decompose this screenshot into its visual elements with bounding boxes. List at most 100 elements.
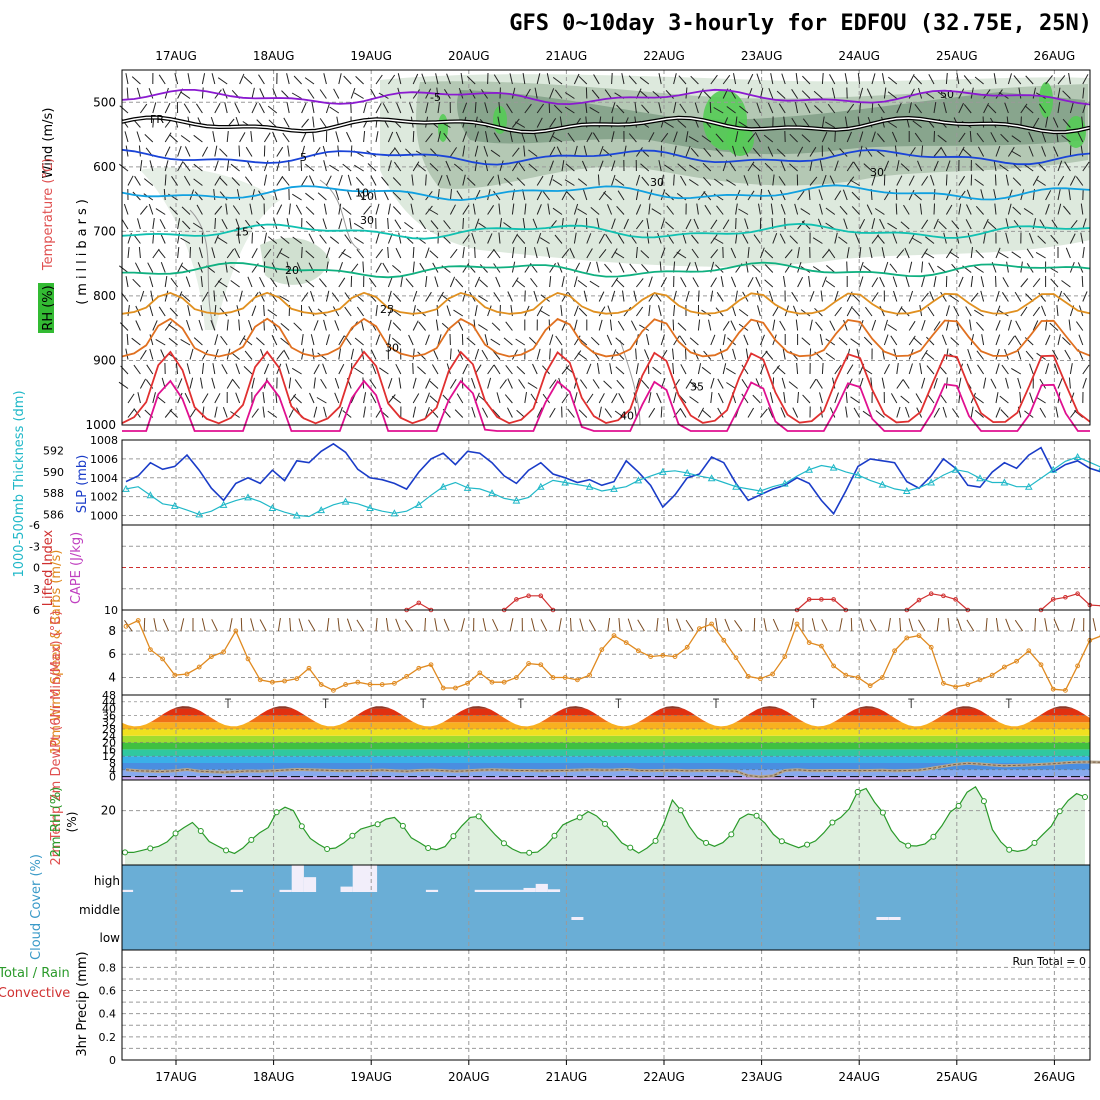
wind-barb bbox=[395, 247, 402, 259]
wind-barb bbox=[754, 131, 761, 143]
wind-barb bbox=[177, 145, 182, 157]
wind-barb bbox=[717, 392, 724, 404]
thickness-line bbox=[125, 456, 1100, 518]
wind-barb bbox=[889, 263, 898, 273]
wind-barb bbox=[758, 203, 761, 215]
wind-barb bbox=[1082, 161, 1090, 172]
wind-barb bbox=[921, 248, 928, 259]
thickness-marker bbox=[658, 467, 667, 475]
wind-barb bbox=[710, 234, 718, 244]
wind-barb bbox=[474, 305, 478, 317]
wind-barb bbox=[555, 335, 563, 346]
wind-speed-marker bbox=[599, 647, 605, 652]
wind-barb bbox=[1057, 203, 1062, 215]
wind-barb bbox=[1062, 90, 1071, 99]
wind-barb bbox=[995, 348, 1000, 360]
wind-barb bbox=[164, 174, 167, 186]
temp-tick-label: 4 bbox=[109, 764, 116, 777]
wind-barb bbox=[189, 348, 194, 360]
wind-barb bbox=[247, 276, 253, 288]
wind-barb bbox=[136, 131, 141, 143]
wind-barb bbox=[217, 237, 228, 244]
wind-speed-marker bbox=[1002, 664, 1007, 670]
wind-barb bbox=[532, 218, 538, 230]
wind-barb bbox=[462, 102, 468, 114]
wind-barb bbox=[1050, 278, 1059, 288]
wind-barb bbox=[221, 364, 228, 375]
wind-barb bbox=[976, 132, 984, 143]
wind-barb bbox=[512, 118, 520, 128]
wind-barb bbox=[933, 160, 939, 172]
wind-barb bbox=[232, 379, 240, 389]
wind-barb bbox=[1075, 176, 1084, 186]
wind-barb bbox=[219, 191, 228, 201]
wind-barb bbox=[344, 234, 352, 244]
wind-barb bbox=[772, 319, 776, 331]
wind-barb bbox=[211, 73, 216, 85]
day-label-top: 24AUG bbox=[838, 49, 880, 63]
wind-barb bbox=[387, 203, 391, 215]
wind-barb bbox=[431, 364, 439, 375]
wind-barb bbox=[929, 291, 935, 302]
wind-barb bbox=[866, 204, 873, 215]
wind-barb bbox=[693, 218, 699, 230]
wind-barb bbox=[827, 147, 836, 157]
thickness-marker bbox=[585, 482, 594, 490]
wind-speed-marker bbox=[562, 675, 568, 680]
wind-barb bbox=[767, 146, 774, 157]
wind-speed-marker bbox=[928, 644, 934, 650]
surface-wind-barb bbox=[724, 618, 731, 632]
wind-barb bbox=[462, 217, 464, 230]
wind-barb bbox=[921, 261, 924, 273]
wind-barb bbox=[1057, 290, 1063, 302]
wind-barb bbox=[185, 276, 191, 288]
wind-barb bbox=[466, 76, 476, 85]
surface-wind-barb bbox=[162, 618, 170, 632]
rh2m-marker bbox=[879, 809, 886, 816]
wind-barb bbox=[124, 131, 129, 143]
wind-barb bbox=[523, 145, 526, 157]
wind-barb bbox=[1017, 377, 1022, 389]
wind-barb bbox=[887, 324, 898, 331]
wind-barb bbox=[846, 176, 855, 186]
wind-barb bbox=[651, 208, 662, 215]
ylabel-rh: RH (%) bbox=[41, 285, 56, 330]
wind-barb bbox=[735, 217, 737, 230]
wind-barb bbox=[819, 160, 823, 172]
surface-wind-barb bbox=[1005, 618, 1011, 632]
wind-barb bbox=[136, 87, 141, 99]
wind-tick-label: 8 bbox=[108, 624, 116, 638]
high-cloud-gap bbox=[340, 886, 353, 892]
wind-barb bbox=[933, 102, 937, 114]
wind-barb bbox=[591, 89, 600, 99]
wind-barb bbox=[419, 219, 427, 230]
wind-barb bbox=[333, 88, 340, 99]
wind-barb bbox=[549, 348, 551, 360]
wind-barb bbox=[490, 149, 501, 157]
wind-barb bbox=[493, 364, 501, 375]
wind-speed-marker bbox=[355, 679, 361, 685]
wind-barb bbox=[184, 146, 191, 157]
wind-barb bbox=[511, 233, 519, 244]
wind-barb bbox=[1070, 219, 1078, 230]
wind-barb bbox=[530, 277, 538, 288]
wind-barb bbox=[583, 145, 588, 157]
wind-barb bbox=[192, 222, 203, 230]
surface-wind-barb bbox=[790, 618, 795, 632]
wind-barb bbox=[152, 102, 157, 114]
wind-barb bbox=[267, 309, 278, 317]
surface-wind-barb bbox=[753, 617, 756, 631]
wind-barb bbox=[660, 218, 665, 230]
wind-barb bbox=[586, 393, 594, 404]
wind-barb bbox=[776, 366, 786, 375]
wind-barb bbox=[646, 334, 650, 346]
wind-barb bbox=[927, 306, 935, 317]
wind-barb bbox=[607, 204, 613, 215]
wind-barb bbox=[214, 277, 222, 288]
wind-barb bbox=[900, 221, 910, 230]
wind-barb bbox=[515, 121, 526, 128]
wind-barb bbox=[974, 409, 984, 418]
wind-barb bbox=[549, 263, 557, 273]
wind-barb bbox=[757, 305, 761, 317]
wind-barb bbox=[732, 145, 737, 157]
